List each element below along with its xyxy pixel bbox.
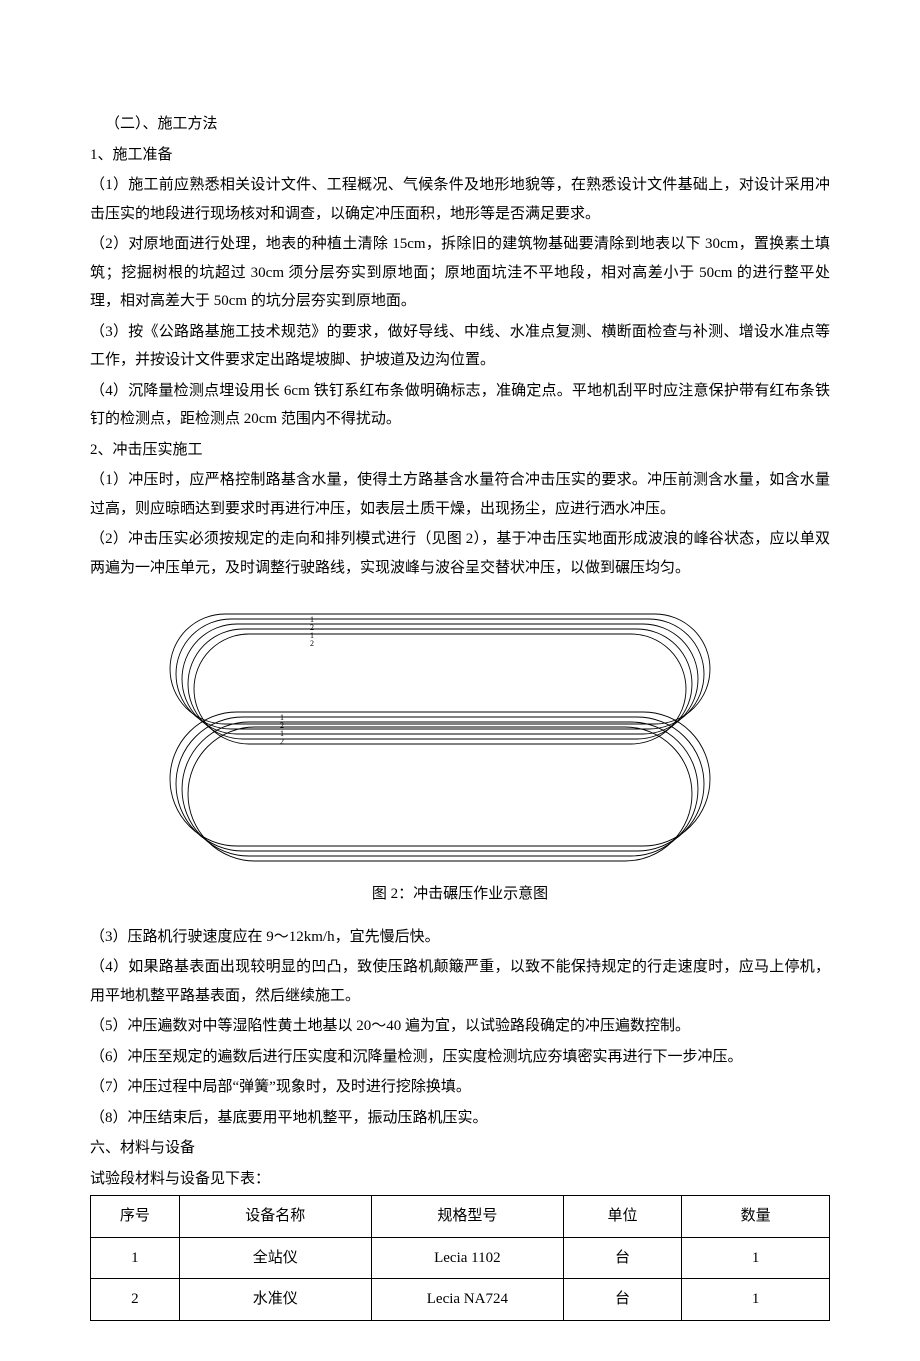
op-p2: （2）冲击压实必须按规定的走向和排列模式进行（见图 2），基于冲击压实地面形成波… bbox=[90, 525, 830, 582]
prep-p2: （2）对原地面进行处理，地表的种植土清除 15cm，拆除旧的建筑物基础要清除到地… bbox=[90, 230, 830, 316]
section-6-intro: 试验段材料与设备见下表： bbox=[90, 1165, 830, 1194]
prep-p1: （1）施工前应熟悉相关设计文件、工程概况、气候条件及地形地貌等，在熟悉设计文件基… bbox=[90, 171, 830, 228]
after-p7: （7）冲压过程中局部“弹簧”现象时，及时进行挖除换填。 bbox=[90, 1073, 830, 1102]
compaction-path-svg: 12121212 bbox=[100, 592, 820, 872]
section-2-heading: （二）、施工方法 bbox=[90, 110, 830, 139]
figure-2-diagram: 12121212 bbox=[90, 592, 830, 872]
section-6-heading: 六、材料与设备 bbox=[90, 1134, 830, 1163]
th-qty: 数量 bbox=[682, 1196, 830, 1238]
prep-p4: （4）沉降量检测点埋设用长 6cm 铁钉系红布条做明确标志，准确定点。平地机刮平… bbox=[90, 377, 830, 434]
th-name: 设备名称 bbox=[179, 1196, 371, 1238]
cell-model: Lecia 1102 bbox=[371, 1237, 563, 1279]
table-row: 2 水准仪 Lecia NA724 台 1 bbox=[91, 1279, 830, 1321]
cell-name: 水准仪 bbox=[179, 1279, 371, 1321]
svg-text:2: 2 bbox=[310, 639, 314, 648]
cell-qty: 1 bbox=[682, 1237, 830, 1279]
after-p4: （4）如果路基表面出现较明显的凹凸，致使压路机颠簸严重，以致不能保持规定的行走速… bbox=[90, 953, 830, 1010]
cell-index: 1 bbox=[91, 1237, 180, 1279]
th-model: 规格型号 bbox=[371, 1196, 563, 1238]
cell-unit: 台 bbox=[563, 1237, 681, 1279]
after-p8: （8）冲压结束后，基底要用平地机整平，振动压路机压实。 bbox=[90, 1104, 830, 1133]
prep-p3: （3）按《公路路基施工技术规范》的要求，做好导线、中线、水准点复测、横断面检查与… bbox=[90, 318, 830, 375]
cell-name: 全站仪 bbox=[179, 1237, 371, 1279]
table-row: 1 全站仪 Lecia 1102 台 1 bbox=[91, 1237, 830, 1279]
cell-unit: 台 bbox=[563, 1279, 681, 1321]
table-header-row: 序号 设备名称 规格型号 单位 数量 bbox=[91, 1196, 830, 1238]
after-p3: （3）压路机行驶速度应在 9～12km/h，宜先慢后快。 bbox=[90, 923, 830, 952]
figure-2-caption: 图 2：冲击碾压作业示意图 bbox=[90, 880, 830, 909]
cell-qty: 1 bbox=[682, 1279, 830, 1321]
cell-index: 2 bbox=[91, 1279, 180, 1321]
after-p6: （6）冲压至规定的遍数后进行压实度和沉降量检测，压实度检测坑应夯填密实再进行下一… bbox=[90, 1043, 830, 1072]
op-p1: （1）冲压时，应严格控制路基含水量，使得土方路基含水量符合冲击压实的要求。冲压前… bbox=[90, 466, 830, 523]
op-heading: 2、冲击压实施工 bbox=[90, 436, 830, 465]
prep-heading: 1、施工准备 bbox=[90, 141, 830, 170]
cell-model: Lecia NA724 bbox=[371, 1279, 563, 1321]
after-p5: （5）冲压遍数对中等湿陷性黄土地基以 20～40 遍为宜，以试验路段确定的冲压遍… bbox=[90, 1012, 830, 1041]
th-unit: 单位 bbox=[563, 1196, 681, 1238]
th-index: 序号 bbox=[91, 1196, 180, 1238]
svg-text:2: 2 bbox=[280, 737, 284, 746]
